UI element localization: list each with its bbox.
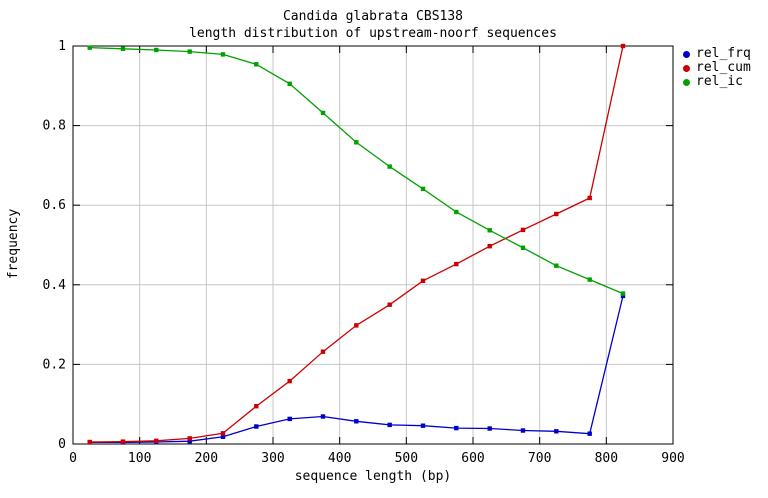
x-axis-label: sequence length (bp) bbox=[294, 469, 452, 484]
legend-marker-rel-cum-icon bbox=[683, 64, 690, 72]
data-point-marker-rel_cum bbox=[454, 261, 459, 267]
y-tick-label: 0.2 bbox=[43, 357, 66, 372]
x-tick-label: 700 bbox=[528, 451, 551, 466]
data-point-marker-rel_cum bbox=[154, 438, 159, 443]
data-point-marker-rel_frq bbox=[587, 431, 592, 436]
data-point-marker-rel_cum bbox=[354, 323, 359, 328]
data-point-marker-rel_cum bbox=[620, 43, 626, 49]
legend-marker-rel-frq-icon bbox=[683, 50, 690, 58]
x-tick-label: 400 bbox=[328, 451, 351, 466]
x-tick-label: 600 bbox=[461, 451, 484, 466]
legend-marker-rel-ic-icon bbox=[683, 78, 690, 86]
data-point-marker-rel_ic bbox=[254, 62, 259, 67]
data-point-marker-rel_ic bbox=[320, 110, 326, 116]
data-point-marker-rel_frq bbox=[254, 424, 259, 429]
data-point-marker-rel_ic bbox=[420, 186, 426, 192]
legend-item-rel-frq: rel_frq bbox=[683, 47, 751, 61]
data-point-marker-rel_frq bbox=[354, 419, 359, 424]
data-point-marker-rel_ic bbox=[587, 277, 592, 282]
data-point-marker-rel_frq bbox=[554, 429, 559, 434]
data-point-marker-rel_ic bbox=[454, 209, 459, 215]
data-point-marker-rel_frq bbox=[420, 423, 426, 428]
data-point-marker-rel_frq bbox=[287, 416, 292, 422]
x-tick-label: 200 bbox=[195, 451, 218, 466]
data-point-marker-rel_ic bbox=[387, 164, 392, 169]
data-point-marker-rel_cum bbox=[120, 439, 126, 444]
data-point-marker-rel_cum bbox=[387, 302, 392, 307]
data-point-marker-rel_cum bbox=[487, 244, 492, 249]
data-point-marker-rel_cum bbox=[420, 278, 426, 283]
legend-label-rel-cum: rel_cum bbox=[696, 60, 751, 75]
data-point-marker-rel_cum bbox=[587, 195, 592, 201]
data-point-marker-rel_cum bbox=[254, 404, 259, 409]
data-point-marker-rel_ic bbox=[87, 45, 92, 50]
data-point-marker-rel_frq bbox=[520, 428, 526, 433]
data-point-marker-rel_cum bbox=[554, 211, 559, 217]
y-tick-label: 1 bbox=[58, 39, 66, 54]
data-point-marker-rel_ic bbox=[187, 49, 192, 54]
chart-title: Candida glabrata CBS138 bbox=[282, 9, 463, 24]
data-point-marker-rel_frq bbox=[487, 426, 492, 431]
x-tick-label: 100 bbox=[128, 451, 151, 466]
data-point-marker-rel_ic bbox=[287, 81, 292, 86]
data-point-marker-rel_frq bbox=[620, 293, 626, 299]
plot-border bbox=[72, 45, 674, 445]
series-rel_ic-line bbox=[89, 46, 624, 295]
legend: rel_frq rel_cum rel_ic bbox=[683, 47, 751, 89]
y-tick-label: 0 bbox=[58, 437, 66, 452]
x-tick-label: 300 bbox=[261, 451, 284, 466]
data-point-marker-rel_cum bbox=[87, 439, 92, 445]
data-point-marker-rel_ic bbox=[620, 291, 626, 296]
series-rel_cum-line bbox=[89, 45, 624, 443]
legend-label-rel-frq: rel_frq bbox=[696, 46, 751, 61]
data-point-marker-rel_cum bbox=[187, 436, 192, 441]
data-point-marker-rel_frq bbox=[187, 439, 192, 444]
data-point-marker-rel_ic bbox=[220, 52, 226, 57]
data-point-marker-rel_ic bbox=[120, 46, 126, 51]
data-point-marker-rel_ic bbox=[554, 263, 559, 268]
legend-label-rel-ic: rel_ic bbox=[696, 74, 743, 89]
chart-subtitle: length distribution of upstream-noorf se… bbox=[189, 26, 557, 41]
data-point-marker-rel_cum bbox=[320, 349, 326, 354]
data-point-marker-rel_frq bbox=[387, 422, 392, 428]
chart-title-block: Candida glabrata CBS138 length distribut… bbox=[73, 8, 673, 42]
data-point-marker-rel_cum bbox=[220, 431, 226, 436]
data-point-marker-rel_frq bbox=[454, 425, 459, 431]
data-point-marker-rel_cum bbox=[287, 378, 292, 384]
data-point-marker-rel_frq bbox=[220, 434, 226, 439]
data-point-marker-rel_ic bbox=[487, 228, 492, 233]
legend-item-rel-cum: rel_cum bbox=[683, 61, 751, 75]
data-point-marker-rel_ic bbox=[520, 245, 526, 250]
x-tick-label: 800 bbox=[595, 451, 618, 466]
legend-item-rel-ic: rel_ic bbox=[683, 75, 751, 89]
x-tick-label: 0 bbox=[69, 451, 77, 466]
y-tick-label: 0.4 bbox=[43, 278, 67, 293]
data-point-marker-rel_ic bbox=[354, 140, 359, 145]
data-point-marker-rel_cum bbox=[520, 227, 526, 233]
x-tick-label: 900 bbox=[661, 451, 684, 466]
y-tick-label: 0.8 bbox=[43, 119, 66, 134]
data-point-marker-rel_frq bbox=[320, 414, 326, 419]
data-point-marker-rel_ic bbox=[154, 47, 159, 53]
y-tick-label: 0.6 bbox=[43, 198, 66, 213]
x-tick-label: 500 bbox=[395, 451, 418, 466]
